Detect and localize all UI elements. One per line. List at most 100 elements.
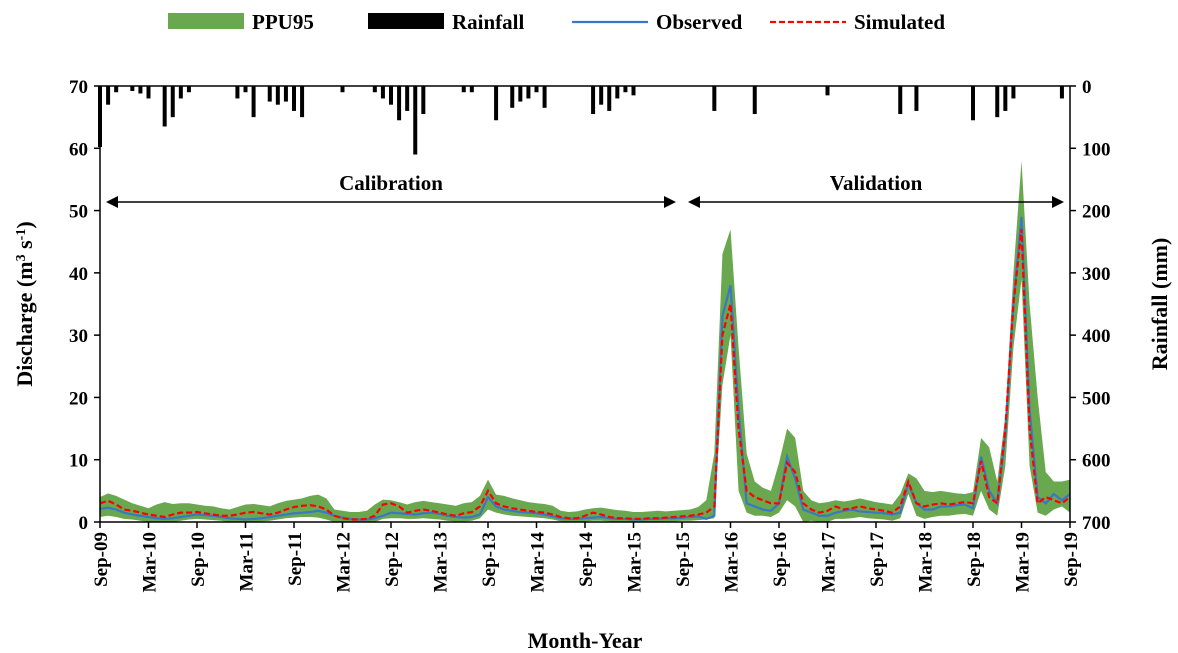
x-tick-label: Mar-10	[140, 532, 161, 593]
ppu95-band-layer	[100, 160, 1070, 523]
rainfall-bar	[542, 86, 547, 108]
rainfall-bar	[421, 86, 426, 115]
x-tick-label: Sep-15	[673, 532, 694, 587]
x-tick-label: Sep-18	[964, 532, 985, 587]
x-tick-label: Mar-13	[431, 532, 452, 593]
y2-tick-label: 500	[1082, 388, 1111, 409]
rainfall-bar	[825, 86, 830, 96]
x-axis-title: Month-Year	[528, 628, 643, 653]
y-tick-label: 30	[69, 326, 88, 347]
rainfall-bar	[1059, 86, 1064, 99]
series-lines-layer	[99, 216, 1071, 521]
rainfall-bar	[752, 86, 757, 115]
rainfall-bar	[914, 86, 919, 111]
x-tick-label: Mar-17	[819, 532, 840, 593]
y2-tick-label: 400	[1082, 326, 1111, 347]
rainfall-bar	[300, 86, 305, 118]
rainfall-bar	[243, 86, 248, 93]
rainfall-bar	[186, 86, 191, 93]
rainfall-bar	[461, 86, 466, 93]
rainfall-bar	[146, 86, 151, 99]
rainfall-bar	[623, 86, 628, 93]
y2-tick-label: 0	[1082, 77, 1092, 98]
rainfall-bar	[389, 86, 393, 105]
rainfall-bar	[292, 86, 296, 111]
rainfall-bar	[591, 86, 596, 115]
y-tick-label: 50	[69, 202, 88, 223]
x-tick-label: Sep-19	[1061, 532, 1082, 587]
rainfall-bar	[275, 86, 280, 105]
rainfall-bar	[114, 86, 119, 93]
x-tick-label: Mar-19	[1013, 532, 1034, 593]
rainfall-bar	[138, 86, 143, 94]
x-tick-label: Sep-13	[479, 532, 500, 587]
rainfall-bar	[469, 86, 474, 93]
rainfall-bar	[995, 86, 1000, 118]
x-tick-label: Sep-16	[770, 532, 791, 587]
rainfall-bar	[599, 86, 604, 105]
x-tick-label: Mar-18	[916, 532, 937, 593]
rainfall-bar	[518, 86, 523, 102]
rainfall-bar	[494, 86, 499, 121]
legend-label-rainfall: Rainfall	[452, 10, 525, 34]
rainfall-bar	[898, 86, 903, 115]
rainfall-bar	[106, 86, 111, 105]
x-tick-label: Mar-12	[334, 532, 355, 593]
rainfall-bar	[283, 86, 288, 102]
x-tick-label: Sep-11	[285, 532, 306, 586]
x-tick-label: Mar-15	[625, 532, 646, 593]
y-tick-label: 20	[69, 388, 88, 409]
rainfall-bar	[526, 86, 531, 99]
y2-tick-label: 700	[1082, 513, 1111, 534]
x-tick-label: Sep-09	[91, 532, 112, 587]
period-annotations: Calibration Validation	[106, 171, 1064, 208]
rainfall-bar	[267, 86, 272, 102]
y2-tick-label: 100	[1082, 139, 1111, 160]
rainfall-bar	[607, 86, 612, 111]
y-tick-label: 0	[79, 513, 89, 534]
rainfall-bar	[178, 86, 183, 99]
rainfall-bar	[380, 86, 385, 99]
rainfall-bars-layer	[98, 86, 1064, 155]
legend-label-simulated: Simulated	[854, 10, 945, 34]
rainfall-bar	[413, 86, 418, 155]
rainfall-bar	[130, 86, 135, 91]
x-tick-label: Mar-11	[237, 532, 258, 591]
rainfall-bar	[971, 86, 975, 121]
x-tick-label: Sep-12	[382, 532, 403, 587]
rainfall-bar	[372, 86, 377, 93]
x-tick-label: Sep-10	[188, 532, 209, 587]
x-tick-label: Sep-17	[867, 532, 888, 587]
rainfall-bar	[1011, 86, 1016, 99]
y2-tick-label: 600	[1082, 451, 1111, 472]
rainfall-bar	[405, 86, 410, 111]
y-tick-label: 40	[69, 264, 88, 285]
period-label-0: Calibration	[339, 171, 443, 195]
legend-swatch-rainfall	[368, 13, 444, 29]
rainfall-bar	[397, 86, 402, 121]
y-tick-label: 60	[69, 139, 88, 160]
x-tick-label: Mar-14	[528, 532, 549, 593]
y2-tick-label: 200	[1082, 202, 1111, 223]
legend: PPU95 Rainfall Observed Simulated	[168, 10, 945, 34]
legend-label-ppu95: PPU95	[252, 10, 314, 34]
rainfall-bar	[631, 86, 636, 96]
rainfall-bar	[615, 86, 620, 99]
x-tick-label: Sep-14	[576, 532, 597, 587]
rainfall-bar	[1003, 86, 1008, 111]
observed-line	[99, 216, 1071, 521]
y-tick-label: 10	[69, 451, 88, 472]
rainfall-bar	[340, 86, 345, 93]
rainfall-bar	[162, 86, 167, 127]
rainfall-bar	[510, 86, 515, 108]
rainfall-bar	[170, 86, 175, 118]
x-tick-label: Mar-16	[722, 532, 743, 593]
y-tick-label: 70	[69, 77, 88, 98]
rainfall-bar	[235, 86, 240, 99]
legend-swatch-ppu95	[168, 13, 244, 29]
rainfall-bar	[251, 86, 256, 118]
rainfall-bar	[534, 86, 539, 93]
legend-label-observed: Observed	[656, 10, 743, 34]
